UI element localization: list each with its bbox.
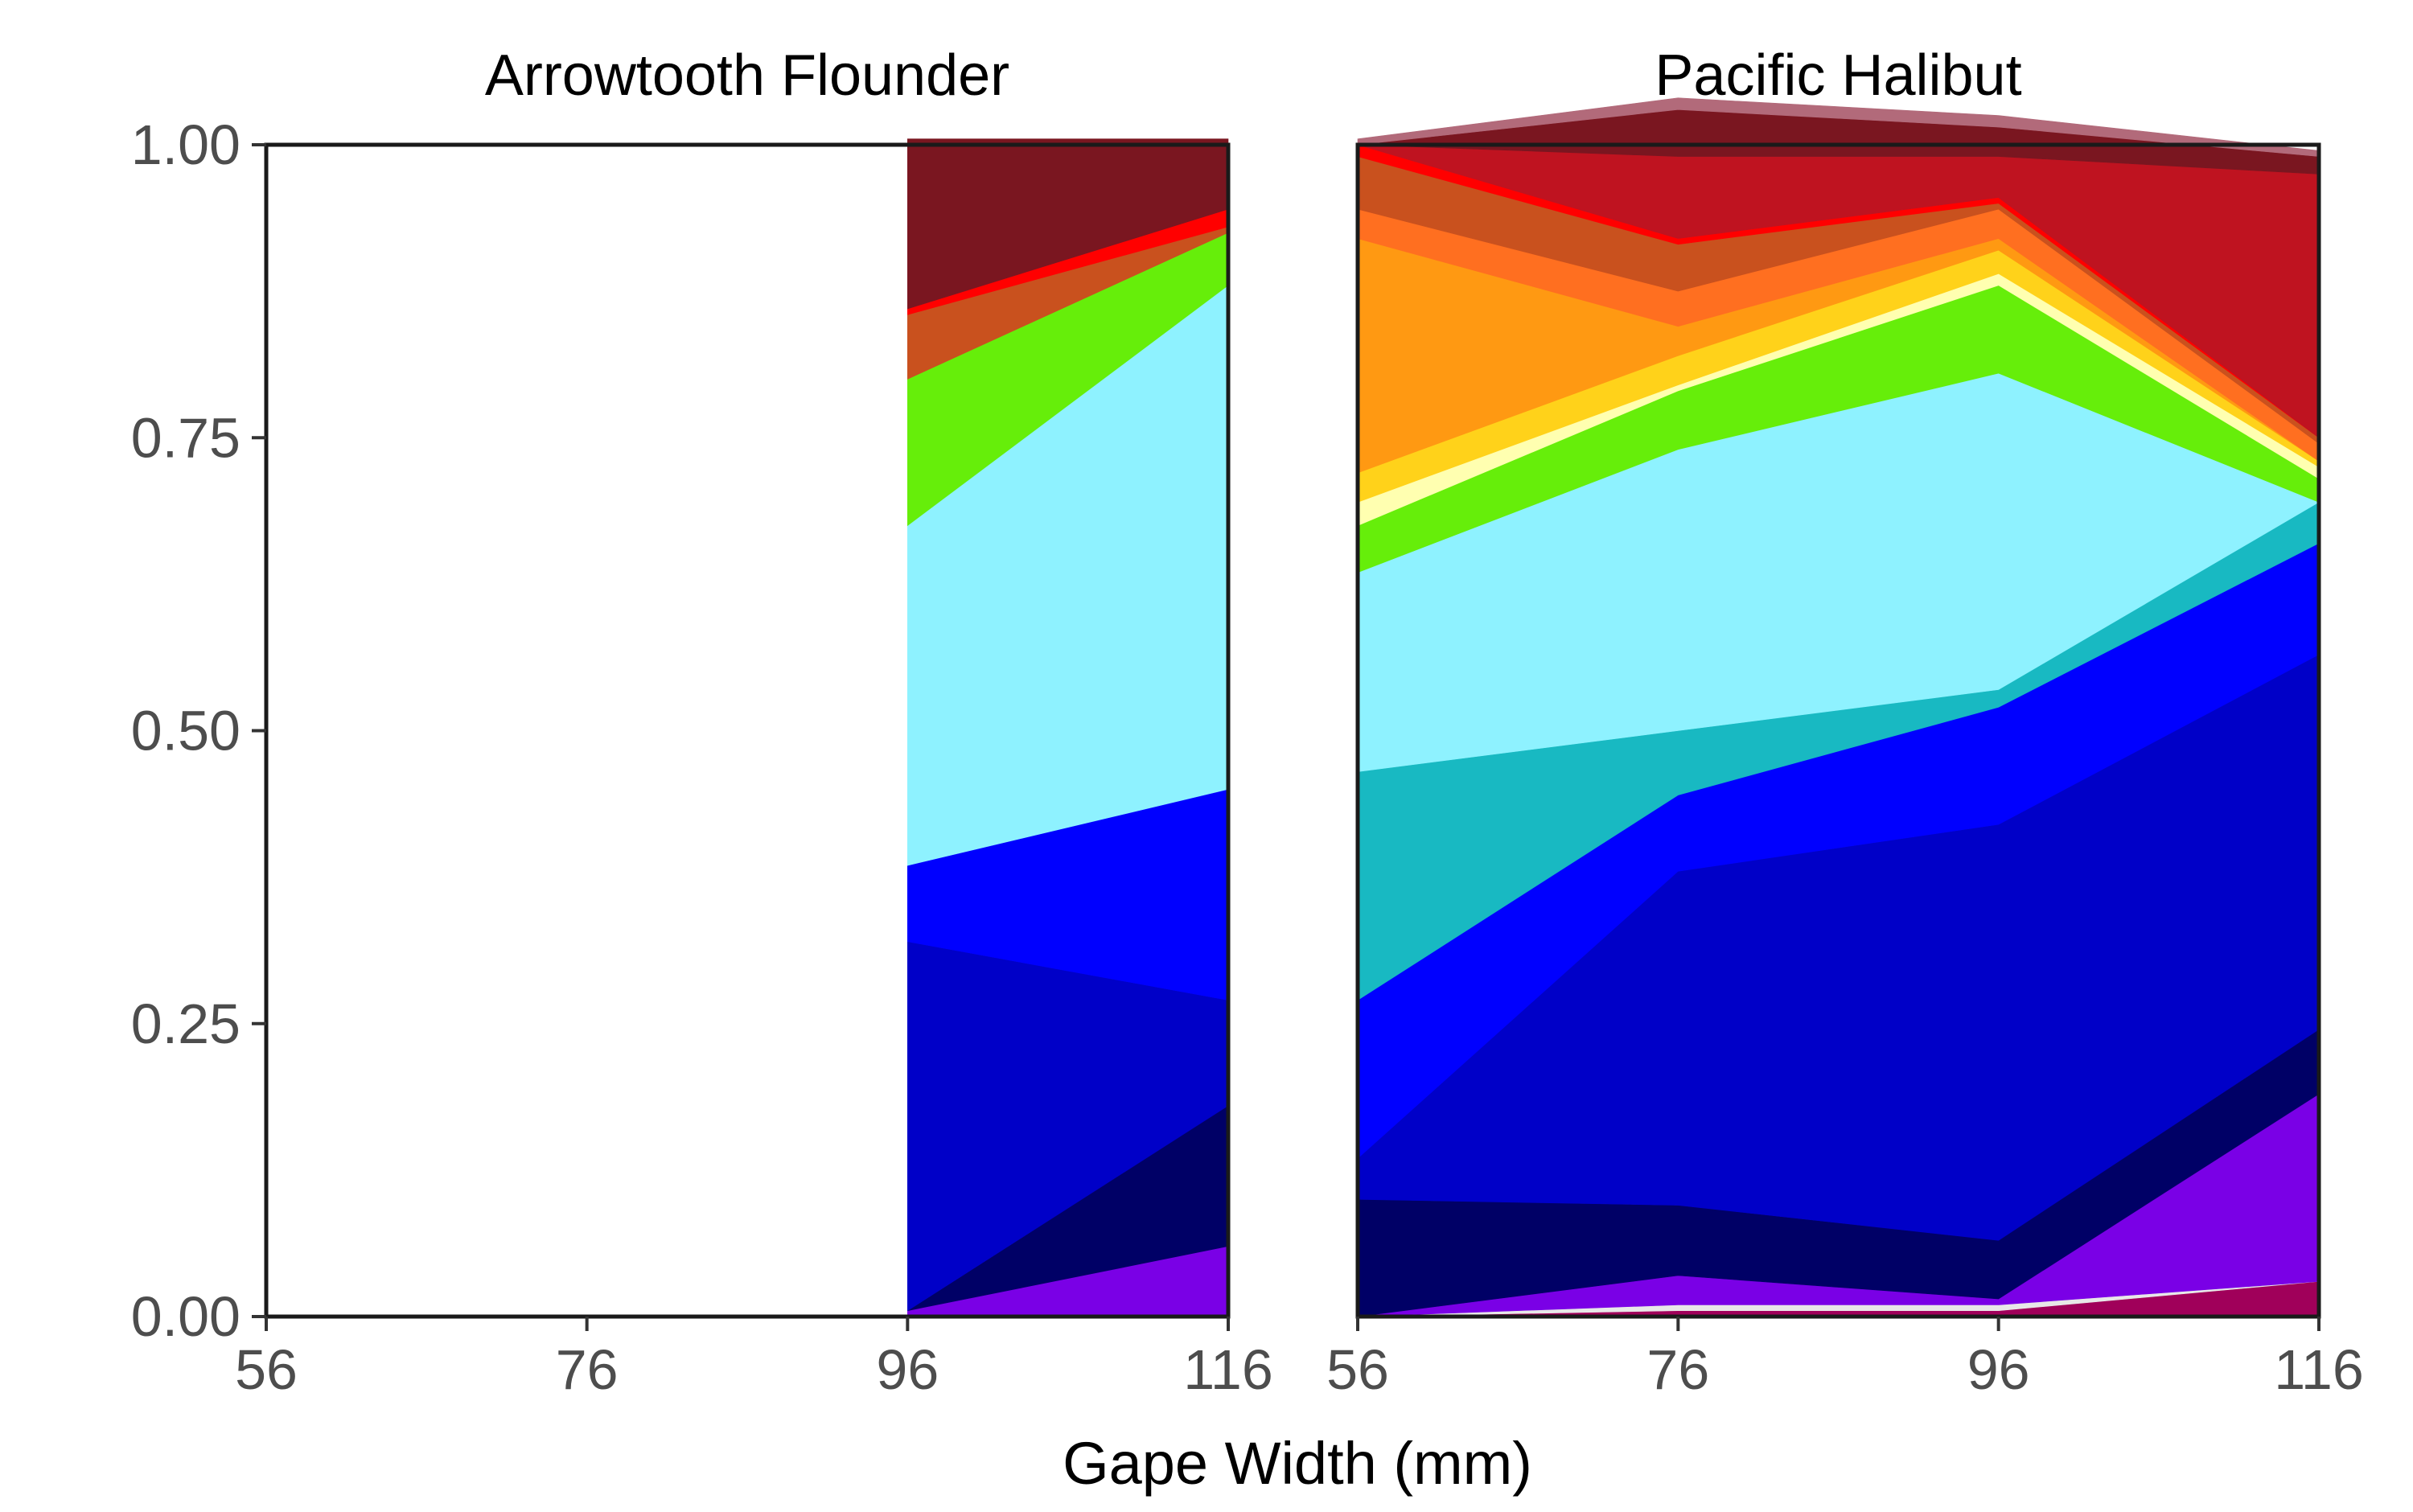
panel-frame xyxy=(1355,142,2321,1319)
x-tick-label: 96 xyxy=(876,1338,939,1401)
y-tick-label: 0.00 xyxy=(131,1285,240,1348)
panel-title: Arrowtooth Flounder xyxy=(485,43,1009,108)
x-tick-label: 96 xyxy=(1967,1338,2030,1401)
panel-2: Pacific Halibut 56 76 96 116 xyxy=(1326,43,2364,1401)
y-tick-label: 1.00 xyxy=(131,113,240,176)
y-axis: 0.00 0.25 0.50 0.75 1.00 xyxy=(131,113,266,1348)
y-tick-label: 0.75 xyxy=(131,406,240,469)
panel-title: Pacific Halibut xyxy=(1655,43,2021,108)
panel-1: Arrowtooth Flounder 56 76 96 116 xyxy=(235,43,1273,1401)
x-tick-label: 116 xyxy=(1183,1338,1273,1401)
x-tick-label: 116 xyxy=(2274,1338,2364,1401)
x-tick-label: 76 xyxy=(556,1338,619,1401)
x-tick-label: 56 xyxy=(1326,1338,1389,1401)
y-tick-label: 0.25 xyxy=(131,992,240,1055)
x-tick-label: 76 xyxy=(1646,1338,1709,1401)
x-tick-label: 56 xyxy=(235,1338,298,1401)
x-axis-title: Gape Width (mm) xyxy=(1063,1430,1532,1497)
y-tick-label: 0.50 xyxy=(131,700,240,762)
